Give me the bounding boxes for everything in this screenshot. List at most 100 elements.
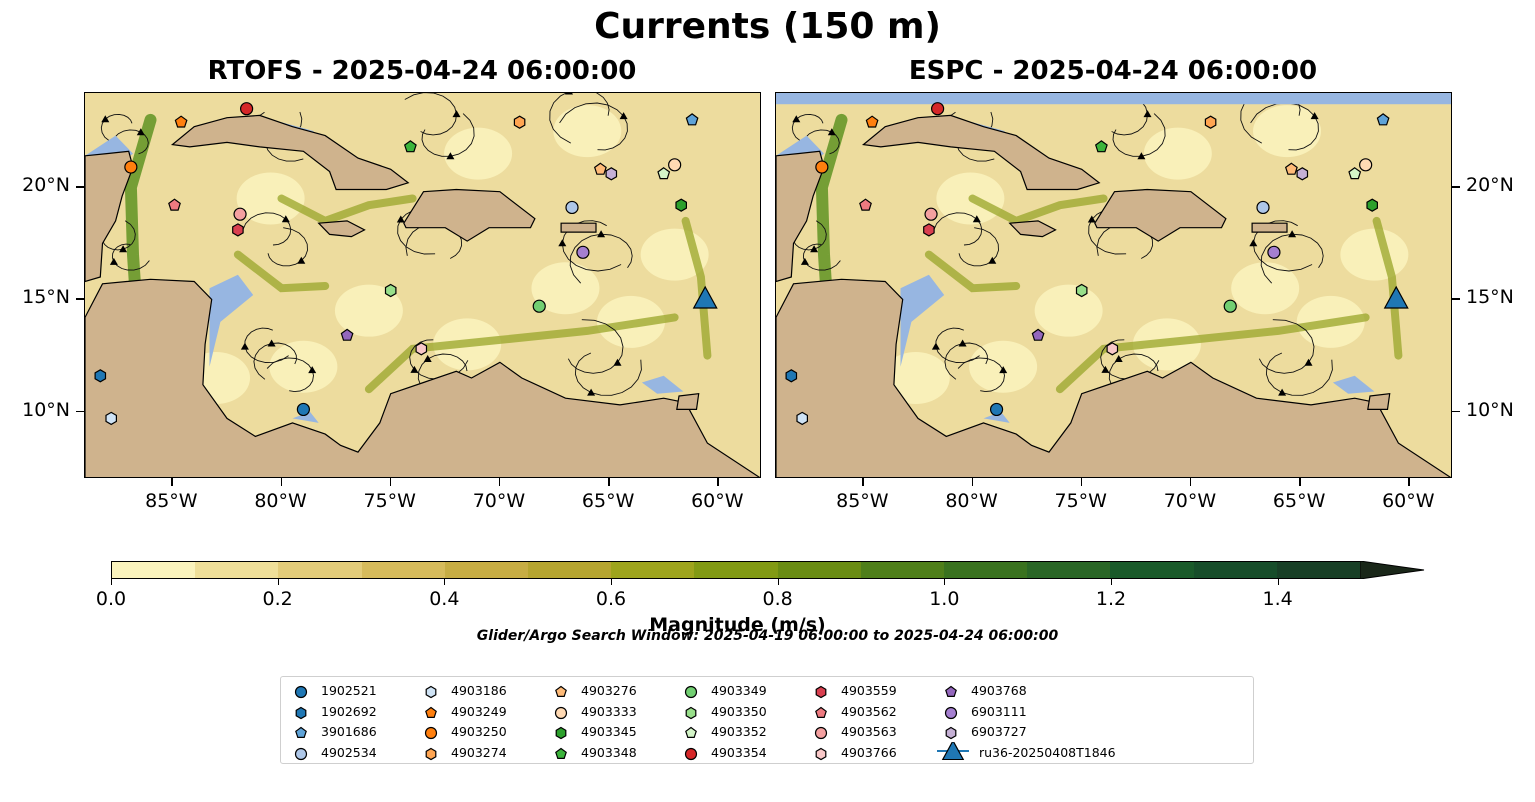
lon-tick-mark	[1408, 478, 1410, 486]
legend-label: 4903562	[841, 703, 897, 719]
low-speed-region	[1340, 228, 1409, 281]
streamline-arrow	[792, 115, 801, 123]
lon-tick-mark	[862, 478, 864, 486]
lon-tick-label: 80°W	[254, 490, 307, 512]
streamline-arrow	[452, 110, 461, 118]
streamline-arrow	[240, 342, 249, 350]
float-marker	[1031, 328, 1045, 341]
colorbar-segment	[444, 562, 529, 578]
landmass	[403, 188, 536, 242]
landmass	[676, 393, 700, 410]
legend-label: 4903350	[711, 703, 767, 719]
legend-label: 4903768	[971, 683, 1027, 698]
float-marker	[675, 198, 688, 212]
colorbar-segment	[777, 562, 861, 578]
float-marker	[605, 167, 618, 181]
streamline-arrow	[1288, 230, 1297, 238]
float-marker	[1267, 245, 1281, 259]
current-jet	[924, 250, 1021, 293]
float-marker	[576, 245, 590, 259]
legend-label: 6903111	[971, 703, 1027, 719]
lon-tick-label: 75°W	[363, 490, 416, 512]
legend-label: 4903333	[581, 703, 637, 719]
streamline-arrow	[931, 342, 940, 350]
legend-marker-icon	[815, 685, 827, 699]
legend-marker-icon	[944, 706, 958, 719]
float-marker	[240, 102, 254, 116]
float-marker	[924, 207, 938, 221]
landmass	[776, 150, 825, 283]
colorbar-tick-mark	[444, 579, 446, 585]
legend-label: 4903352	[711, 724, 767, 739]
legend-marker-icon	[555, 685, 567, 697]
float-marker	[513, 115, 526, 129]
float-marker	[1348, 167, 1362, 180]
float-marker	[685, 113, 699, 126]
map-canvas	[776, 93, 1451, 477]
float-marker	[415, 342, 428, 356]
lon-tick-mark	[498, 478, 501, 486]
streamline-arrow	[565, 93, 573, 95]
streamline-arrow	[587, 388, 596, 396]
float-marker	[233, 207, 247, 221]
float-legend: 1902521 1902692 3901686 4902534 4903186 49032…	[280, 676, 1254, 764]
lon-tick-mark	[1080, 478, 1083, 486]
streamline-arrow	[281, 215, 290, 223]
lat-tick-mark	[76, 298, 84, 300]
legend-label: 4903186	[451, 683, 507, 698]
low-speed-region	[1231, 262, 1300, 315]
legend-label: 6903727	[971, 724, 1027, 739]
float-marker	[1094, 140, 1108, 153]
float-marker	[1204, 115, 1217, 129]
landmass	[560, 222, 597, 233]
legend-label: 3901686	[321, 724, 377, 739]
float-marker	[532, 299, 546, 313]
streamline-arrow	[308, 366, 317, 374]
landmass	[776, 278, 1451, 477]
landmass	[170, 114, 410, 191]
colorbar-segment	[1027, 562, 1111, 578]
float-marker	[1256, 200, 1270, 215]
streamline-arrow	[1087, 215, 1096, 223]
streamline-arrow	[410, 365, 419, 373]
legend-marker-icon	[425, 747, 437, 760]
float-marker	[174, 115, 188, 128]
float-marker	[384, 283, 397, 298]
streamline-arrow	[1114, 355, 1123, 362]
legend-marker-icon	[555, 747, 567, 759]
streamline-arrow	[1143, 110, 1152, 118]
legend-label: 1902692	[321, 703, 377, 719]
landmass	[1367, 393, 1391, 410]
legend-marker-icon	[294, 685, 308, 699]
lon-tick-mark	[389, 478, 392, 486]
streamline-arrow	[619, 112, 628, 120]
streamline	[549, 93, 610, 144]
lat-tick-label-right: 15°N	[1466, 286, 1514, 309]
streamline-arrow	[267, 339, 276, 347]
float-marker	[593, 162, 607, 175]
float-marker	[1296, 167, 1309, 181]
legend-label: 4903349	[711, 683, 767, 698]
colorbar-segment	[860, 562, 945, 578]
espc-map	[775, 92, 1452, 478]
colorbar-segment	[112, 562, 196, 578]
lon-tick-label: 70°W	[1163, 490, 1217, 512]
float-marker	[168, 198, 181, 211]
low-speed-region	[553, 105, 622, 158]
legend-marker-icon	[294, 747, 308, 760]
float-marker	[865, 115, 879, 128]
legend-marker-icon	[555, 726, 567, 740]
masked-region	[776, 93, 1451, 105]
colorbar-tick-mark	[777, 579, 779, 585]
streamline-arrow	[1310, 112, 1319, 120]
low-speed-region	[269, 340, 338, 393]
legend-marker-icon	[685, 726, 697, 738]
shallow-shelf	[1332, 375, 1375, 394]
streamline-arrow	[558, 239, 567, 247]
float-marker	[94, 369, 107, 383]
low-speed-region	[1143, 127, 1212, 180]
colorbar-tick-label: 1.2	[1095, 588, 1127, 610]
lon-tick-label: 65°W	[1272, 490, 1326, 512]
colorbar-tick-label: 1.0	[929, 588, 960, 610]
shallow-shelf	[209, 274, 254, 367]
